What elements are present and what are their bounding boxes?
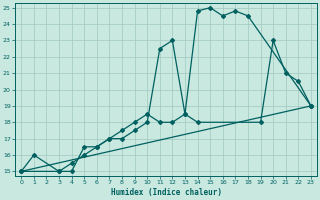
X-axis label: Humidex (Indice chaleur): Humidex (Indice chaleur) <box>111 188 221 197</box>
